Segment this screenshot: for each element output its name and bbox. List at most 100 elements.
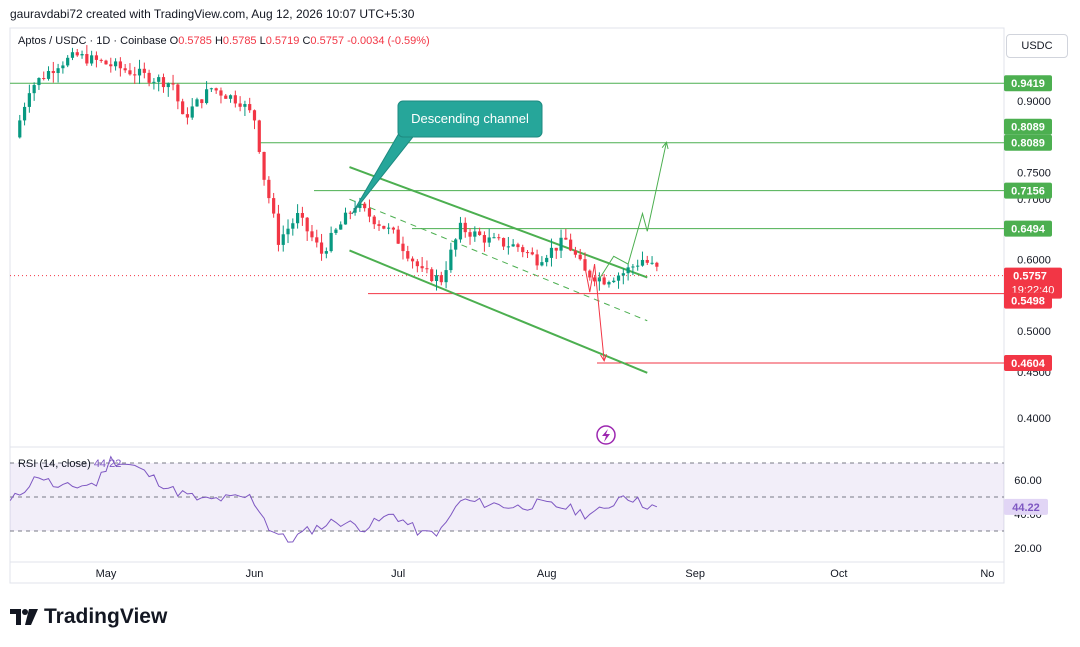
candle-body [425, 268, 429, 270]
candle-body [157, 77, 161, 82]
bearish-projection-path [584, 264, 605, 361]
time-tick-label: Aug [537, 568, 557, 580]
candle-body [152, 81, 156, 83]
currency-button[interactable]: USDC [1006, 34, 1068, 58]
candle-body [401, 243, 405, 252]
candle-body [396, 229, 400, 244]
symbol-name: Aptos / USDC [18, 35, 87, 47]
candle-body [32, 85, 36, 94]
candle-body [482, 235, 487, 243]
candle-body [377, 224, 381, 226]
candle-body [300, 213, 304, 218]
price-level-text: 0.4604 [1011, 358, 1046, 370]
symbol-legend[interactable]: Aptos / USDC · 1D · Coinbase O0.5785 H0.… [18, 35, 430, 47]
candle-body [439, 275, 443, 283]
candle-body [597, 277, 601, 282]
candle-body [85, 54, 89, 64]
candle-body [99, 59, 103, 61]
candle-body [387, 227, 391, 229]
candle-body [252, 110, 257, 121]
candle-body [454, 239, 458, 250]
candle-body [219, 90, 223, 96]
candle-body [525, 252, 530, 254]
price-level-tag [1004, 118, 1052, 135]
change-value: -0.0034 (-0.59%) [347, 35, 430, 47]
candle-body [339, 224, 343, 230]
candle-body [18, 120, 22, 138]
candle-body [319, 242, 324, 254]
time-axis[interactable]: May Jun Jul Aug Sep Oct No [96, 568, 995, 580]
price-level-tag [1004, 292, 1052, 309]
candle-body [655, 262, 659, 267]
candle-body [545, 257, 549, 263]
candle-body [535, 254, 539, 266]
candle-body [626, 267, 630, 274]
candle-body [478, 231, 482, 236]
candle-body [463, 222, 467, 233]
candle-body [128, 70, 132, 75]
high-value: 0.5785 [222, 35, 257, 47]
channel-middle-line [349, 198, 648, 322]
candle-body [61, 65, 65, 69]
descending-channel [349, 166, 648, 374]
candle-body [367, 208, 372, 217]
candle-body [190, 106, 194, 118]
tradingview-logo[interactable]: TradingView [10, 604, 167, 630]
candle-body [171, 83, 175, 85]
time-tick-label: No [980, 568, 994, 580]
price-tick-label: 0.9000 [1017, 96, 1051, 108]
projection-paths [584, 141, 669, 362]
low-value: 0.5719 [265, 35, 300, 47]
rsi-legend-value: 44.22 [93, 458, 122, 470]
candle-body [363, 203, 367, 209]
lightning-icon[interactable] [596, 425, 616, 445]
candle-body [243, 104, 247, 107]
candle-body [487, 237, 491, 243]
candle-body [214, 88, 218, 91]
candle-body [501, 237, 506, 247]
price-level-text: 0.9419 [1011, 78, 1045, 90]
candle-body [291, 223, 295, 229]
candle-body [640, 259, 645, 266]
candle-body [569, 239, 573, 251]
candle-body [406, 251, 410, 259]
candle-body [343, 212, 348, 225]
candle-body [262, 151, 266, 180]
candle-body [281, 234, 285, 245]
candle-body [554, 247, 558, 251]
candles [18, 45, 659, 291]
candle-body [276, 213, 281, 245]
candle-body [286, 228, 290, 235]
current-price-text: 0.5757 [1013, 271, 1047, 283]
candle-body [248, 104, 252, 111]
candle-body [109, 64, 113, 67]
rsi-line [9, 455, 658, 543]
candle-body [66, 57, 70, 66]
candle-body [224, 95, 228, 99]
price-level-text: 0.6494 [1011, 224, 1046, 236]
candle-body [329, 232, 333, 252]
horizontal-levels [10, 82, 1004, 364]
price-tick-label: 0.6000 [1017, 255, 1051, 267]
rsi-legend[interactable]: RSI (14, close) 44.22 [18, 458, 121, 470]
price-level-tag [1004, 220, 1052, 237]
time-tick-label: Jul [391, 568, 405, 580]
time-tick-label: Jun [246, 568, 264, 580]
candle-body [583, 259, 587, 271]
time-tick-label: May [96, 568, 117, 580]
candle-body [147, 72, 151, 83]
descending-channel-callout[interactable]: Descending channel [351, 100, 543, 215]
candle-body [430, 269, 434, 282]
candle-body [209, 88, 213, 90]
candle-body [75, 52, 79, 56]
price-level-tag [1004, 182, 1052, 199]
price-tick-label: 0.5000 [1017, 326, 1051, 338]
candle-body [133, 74, 137, 76]
candle-body [458, 222, 463, 240]
candle-body [530, 252, 534, 255]
bullish-arrowhead [661, 141, 669, 150]
rsi-value-tag [1004, 498, 1048, 515]
candle-body [391, 227, 395, 230]
